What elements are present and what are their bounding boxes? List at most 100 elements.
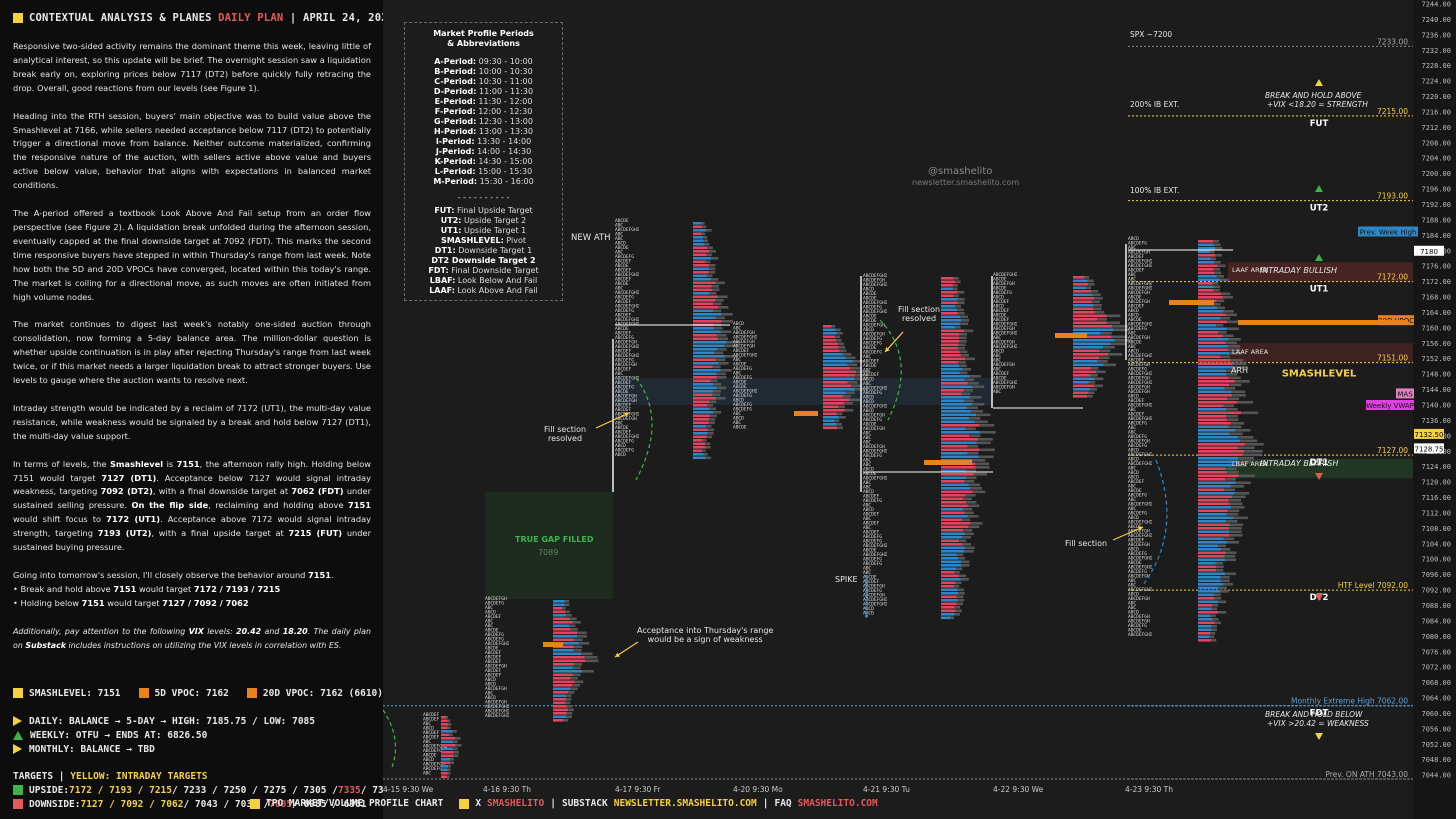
day0-vol <box>447 772 451 775</box>
price-tag-text: Prev. Week High <box>1360 228 1417 236</box>
day3-bar <box>823 356 847 360</box>
day2-bar <box>693 435 707 439</box>
day4-tpo: ABCDEFGH <box>863 278 885 284</box>
day6-bar <box>1198 383 1230 387</box>
day4-tpo: ABCDE <box>863 363 877 369</box>
day1-tpo: ABCD <box>485 682 496 688</box>
day4-bar <box>941 536 963 539</box>
day5-vol <box>1094 384 1103 388</box>
y-tick-label: 7184.00 <box>1421 232 1451 240</box>
day2-vol <box>709 400 717 404</box>
day2-tpo: ABCDEFGH <box>615 394 637 400</box>
y-tick-label: 7244.00 <box>1421 1 1451 9</box>
spike-bar <box>865 607 868 610</box>
day0-vol <box>447 719 451 723</box>
fill-section-label-1: Fill section resolved <box>544 425 587 443</box>
day2-tpo: ABCDEFGHI <box>615 353 640 359</box>
legend-separator: - - - - - - - - - - <box>457 193 510 202</box>
day4-tpo: ABCDEFG <box>863 305 882 311</box>
day6-tpo: ABCDEFGHI <box>1128 533 1153 539</box>
day4-tpo: ABCDE <box>863 575 877 581</box>
red-square-icon <box>13 799 23 809</box>
day5-bar <box>1073 286 1086 290</box>
day3-bar <box>823 381 848 384</box>
vpoc-bar <box>1055 333 1087 338</box>
levels-paragraph: In terms of levels, the Smashlevel is 71… <box>13 458 372 553</box>
day1-tpo: ABCDEFGH <box>485 664 507 670</box>
day5-bar <box>1073 335 1112 339</box>
day6-tpo: ABCDE <box>1128 628 1142 634</box>
day4-vol <box>962 536 971 539</box>
day0-tpo: ABCD <box>423 726 434 732</box>
day6-tpo: ABC <box>1128 583 1136 589</box>
day4-bar <box>941 595 957 599</box>
y-tick-label: 7160.00 <box>1421 324 1451 332</box>
day0-vol <box>450 758 454 761</box>
day6-bar <box>1198 264 1218 268</box>
day5-tpo: ABCDE <box>993 277 1007 283</box>
day2-vol <box>711 257 719 260</box>
day1-tpo: ABCDE <box>485 646 499 652</box>
day6-vol <box>1223 334 1234 338</box>
day2-vol <box>714 351 724 355</box>
day4-vol <box>968 525 980 529</box>
day5-bar <box>1073 349 1100 353</box>
level-dt1-value: 7127.00 <box>1377 446 1408 455</box>
day4-vol <box>959 539 967 543</box>
substack-link[interactable]: NEWSLETTER.SMASHELITO.COM <box>613 798 757 809</box>
day1-vol <box>565 701 571 705</box>
day0-bar <box>441 726 448 730</box>
day4-tpo: ABCDEFGHI <box>863 602 888 608</box>
day0-tpo: ABC <box>423 771 431 777</box>
day4-vol <box>954 606 961 609</box>
day6-tpo: ABCDEFG <box>1128 511 1147 517</box>
day6-tpo: ABC <box>1128 331 1136 337</box>
day5-vol <box>1085 286 1092 290</box>
legend-period-0: A-Period: 09:30 - 10:00 <box>434 57 533 66</box>
x-tick-label: 4-20 9:30 Mo <box>733 785 783 794</box>
day4-bar <box>941 543 963 546</box>
day1-tpo: ABCDEFGH <box>485 700 507 706</box>
day6-bar <box>1198 327 1228 331</box>
ut2-label: UT2 <box>1310 204 1329 214</box>
day6-vol <box>1229 383 1242 387</box>
day5-vol <box>1106 314 1121 318</box>
day1-bar <box>553 614 567 617</box>
day4-tpo: ABC <box>863 462 871 468</box>
day6-tpo: ABCDEFGHI <box>1128 403 1153 409</box>
day2-bar <box>693 278 711 281</box>
day6-tpo: ABCDE <box>1128 560 1142 566</box>
day6-vol <box>1224 488 1235 492</box>
fill-arc-2 <box>879 319 902 421</box>
dt1-label: DT1 <box>1310 458 1329 468</box>
day3-tpo: ABC <box>733 371 741 377</box>
day4-vol <box>955 280 961 284</box>
day4-bar <box>941 602 957 606</box>
day2-tpo: ABCDEFG <box>615 295 634 301</box>
day4-vol <box>958 361 966 364</box>
day4-vol <box>962 497 972 501</box>
day5-bar <box>1073 381 1089 384</box>
level-fut-value: 7215.00 <box>1377 107 1408 116</box>
day6-vol <box>1223 310 1234 313</box>
day4-vol <box>964 399 974 403</box>
day0-vol <box>453 751 459 754</box>
day6-vol <box>1237 436 1254 439</box>
day2-bar <box>693 320 722 323</box>
day6-bar <box>1198 460 1238 464</box>
day1-bar <box>553 631 578 635</box>
y-tick-label: 7216.00 <box>1421 108 1451 116</box>
day6-vol <box>1232 362 1247 366</box>
day1-vol <box>569 624 576 628</box>
day6-bar <box>1198 429 1236 432</box>
day6-vol <box>1234 380 1250 383</box>
day1-vol <box>564 600 570 603</box>
day5-vol <box>1093 307 1102 311</box>
day2-bar <box>693 257 712 260</box>
day6-tpo: ABC <box>1128 466 1136 472</box>
day6-bar <box>1198 569 1217 572</box>
x-handle-link[interactable]: SMASHELITO <box>487 798 545 809</box>
faq-link[interactable]: SMASHELITO.COM <box>797 798 878 809</box>
day2-bar <box>693 428 709 432</box>
day6-vol <box>1210 632 1216 635</box>
